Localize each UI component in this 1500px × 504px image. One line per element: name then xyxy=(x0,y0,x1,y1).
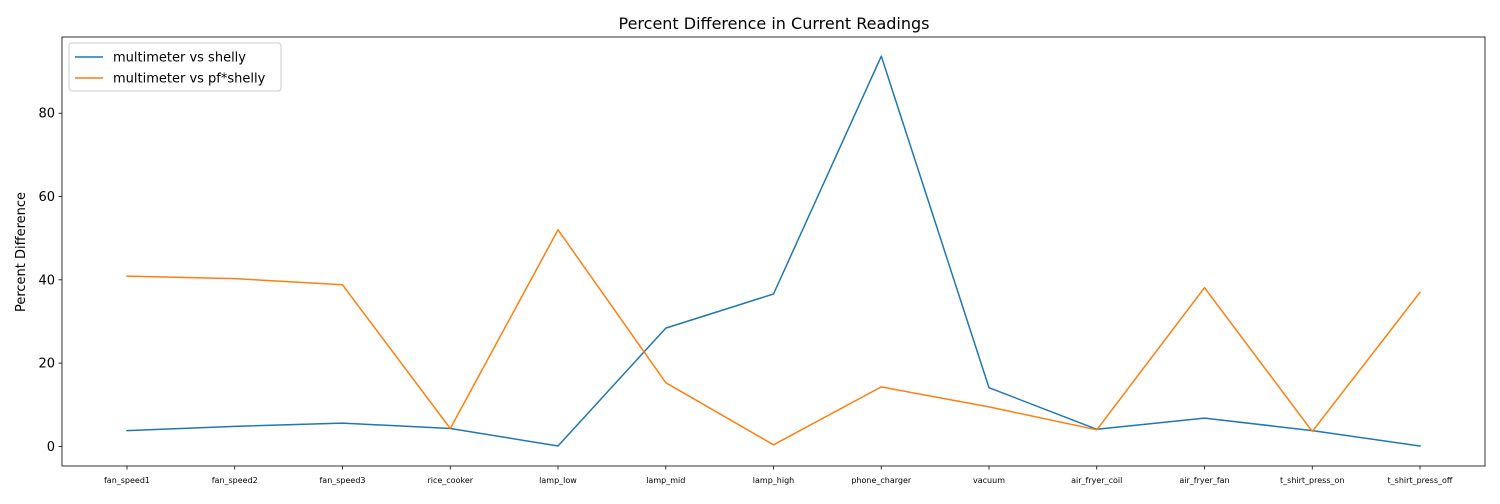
x-tick-label: lamp_low xyxy=(539,476,577,485)
axes-frame xyxy=(61,36,1486,467)
x-tick-label: phone_charger xyxy=(851,476,912,485)
x-tick-label: fan_speed2 xyxy=(212,476,258,485)
plot-area: fan_speed1 fan_speed2 fan_speed3 rice_cooke… xyxy=(38,36,1486,485)
y-tick-label: 0 xyxy=(47,440,55,455)
x-tick-label: fan_speed3 xyxy=(319,476,365,485)
x-tick-label: vacuum xyxy=(973,476,1005,485)
x-tick-label: air_fryer_fan xyxy=(1179,476,1229,485)
legend-label: multimeter vs shelly xyxy=(113,51,246,66)
series-line-2 xyxy=(126,229,1422,446)
legend: multimeter vs shelly multimeter vs pf*she… xyxy=(68,42,282,92)
x-tick-label: lamp_mid xyxy=(646,476,685,485)
y-axis-label: Percent Difference xyxy=(14,192,29,312)
y-tick-label: 60 xyxy=(38,190,55,205)
x-tick-label: t_shirt_press_on xyxy=(1280,476,1344,485)
x-tick-label: lamp_high xyxy=(753,476,794,485)
y-tick-label: 20 xyxy=(38,357,55,372)
x-tick-label: t_shirt_press_off xyxy=(1388,476,1453,485)
x-tick-label: fan_speed1 xyxy=(104,476,150,485)
legend-label: multimeter vs pf*shelly xyxy=(113,72,266,87)
series-line-1 xyxy=(126,55,1421,447)
x-tick-label: air_fryer_coil xyxy=(1071,476,1122,485)
y-tick-label: 80 xyxy=(38,107,55,122)
legend-box xyxy=(68,42,282,92)
y-tick-label: 40 xyxy=(38,273,55,288)
x-tick-label: rice_cooker xyxy=(427,476,473,485)
chart-title: Percent Difference in Current Readings xyxy=(619,14,930,33)
